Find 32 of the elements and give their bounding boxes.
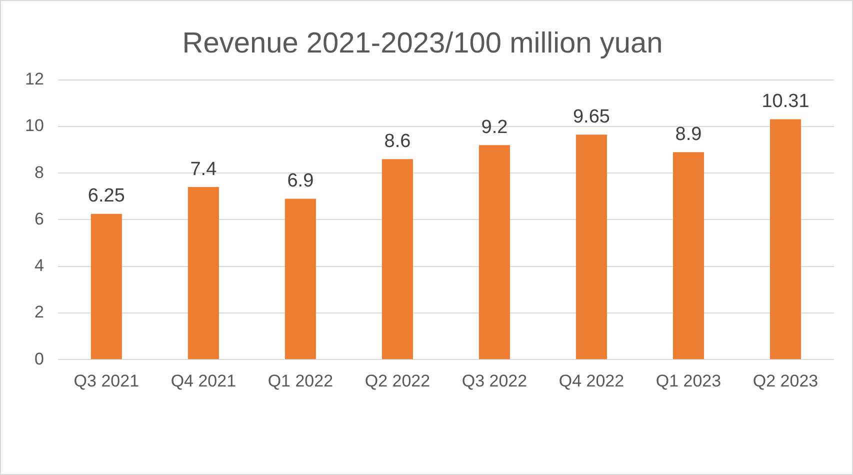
- data-label: 9.2: [481, 116, 508, 138]
- data-label: 8.9: [675, 124, 702, 145]
- x-tick-label: Q2 2023: [752, 371, 818, 390]
- bar: [478, 145, 510, 360]
- bar: [90, 214, 122, 360]
- y-tick-label: 8: [34, 162, 44, 182]
- y-tick-label: 0: [34, 349, 44, 368]
- x-tick-label: Q1 2022: [268, 371, 334, 390]
- bar: [576, 134, 607, 360]
- data-label: 7.4: [190, 158, 218, 180]
- bar: [284, 198, 316, 360]
- data-label: 6.25: [88, 186, 125, 207]
- x-tick-label: Q1 2023: [656, 371, 722, 390]
- data-label: 9.65: [572, 106, 610, 128]
- bar: [188, 187, 219, 360]
- x-tick-label: Q2 2022: [364, 371, 430, 390]
- x-tick-label: Q4 2022: [558, 371, 624, 390]
- bar: [770, 119, 802, 360]
- data-label: 8.6: [384, 130, 411, 152]
- data-label: 10.31: [762, 90, 810, 112]
- y-tick-label: 2: [34, 302, 44, 322]
- chart-title: Revenue 2021-2023/100 million yuan: [182, 27, 663, 60]
- bar: [382, 159, 413, 360]
- x-tick-label: Q3 2021: [74, 371, 140, 390]
- y-tick-label: 12: [24, 69, 44, 88]
- x-tick-label: Q3 2022: [462, 371, 528, 390]
- x-tick-label: Q4 2021: [170, 371, 236, 390]
- data-label: 6.9: [287, 170, 314, 192]
- y-tick-label: 10: [24, 116, 44, 136]
- bar: [672, 152, 704, 360]
- y-tick-label: 4: [34, 256, 44, 276]
- y-tick-label: 6: [34, 209, 44, 228]
